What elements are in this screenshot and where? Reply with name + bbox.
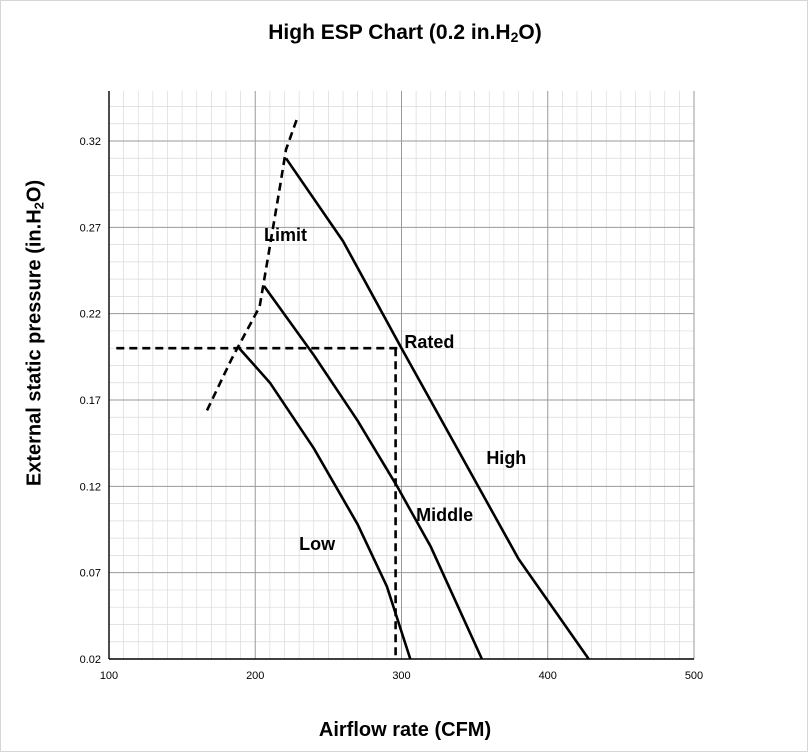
axes — [108, 91, 694, 660]
y-tick-label: 0.32 — [80, 136, 101, 148]
x-axis-label: Airflow rate (CFM) — [318, 719, 492, 741]
x-tick-label: 500 — [685, 670, 703, 682]
y-tick-label: 0.22 — [80, 309, 101, 321]
x-tick-label: 400 — [539, 670, 557, 682]
series-line-middle — [262, 285, 484, 660]
annotations: Limit Rated High Middle Low — [264, 225, 526, 554]
x-tick-label: 200 — [246, 670, 264, 682]
series-lines — [205, 116, 590, 660]
series-line-limit — [205, 116, 299, 411]
annotation-rated: Rated — [404, 332, 454, 352]
x-tick-label: 100 — [100, 670, 118, 682]
series-line-high — [284, 157, 590, 660]
annotation-middle: Middle — [416, 505, 473, 525]
y-tick-label: 0.27 — [80, 222, 101, 234]
annotation-low: Low — [299, 534, 336, 554]
y-tick-label: 0.07 — [80, 568, 101, 580]
x-tick-label: 300 — [392, 670, 410, 682]
y-tick-label: 0.12 — [80, 481, 101, 493]
annotation-limit: Limit — [264, 225, 307, 245]
y-tick-label: 0.02 — [80, 654, 101, 666]
annotation-high: High — [486, 448, 526, 468]
reference-lines — [116, 346, 402, 659]
series-line-low — [238, 347, 412, 660]
y-tick-label: 0.17 — [80, 395, 101, 407]
y-tick-labels: 0.02 0.07 0.12 0.17 0.22 0.27 0.32 — [80, 136, 101, 666]
x-tick-labels: 100 200 300 400 500 — [100, 670, 703, 682]
chart-title: High ESP Chart (0.2 in.H2O) — [268, 21, 542, 45]
